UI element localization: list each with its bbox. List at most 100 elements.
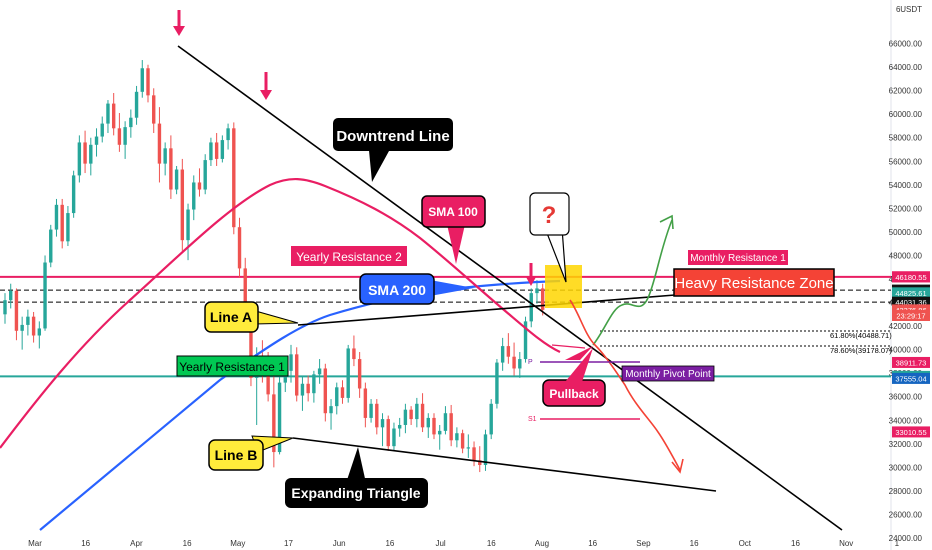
svg-text:38911.73: 38911.73 [896, 358, 927, 367]
candle-body [340, 387, 345, 398]
candle-body [94, 136, 99, 145]
candle-body [335, 387, 339, 407]
candle-body [214, 142, 219, 159]
candle-body [403, 409, 408, 425]
candle-body [14, 290, 19, 331]
candle-body [226, 128, 230, 141]
downtrend-line-callout: Downtrend Line [333, 118, 453, 182]
candle-body [500, 346, 505, 363]
candle-body [152, 95, 156, 124]
candle-body [277, 382, 282, 453]
x-tick-label: May [230, 539, 245, 548]
svg-text:Expanding Triangle: Expanding Triangle [291, 485, 420, 501]
candle-body [375, 403, 379, 428]
candle-body [455, 433, 459, 441]
monthly-resistance-1-label: Monthly Resistance 1 [688, 250, 788, 265]
candle-body [266, 375, 270, 395]
red-projection-path [569, 299, 681, 471]
y-tick-label: 34000.00 [889, 416, 923, 425]
candles-group [3, 60, 545, 473]
candle-body [483, 434, 488, 466]
candle-body [192, 182, 196, 210]
green-projection-arrowhead [659, 214, 674, 230]
candle-body [100, 123, 104, 137]
y-tick-label: 48000.00 [889, 251, 923, 260]
candle-body [197, 182, 202, 190]
candle-body [386, 419, 390, 447]
down-arrow-icon [260, 72, 272, 100]
candle-body [443, 413, 448, 431]
candle-body [380, 419, 385, 428]
candle-body [232, 128, 236, 228]
price-tag: 46180.55 [892, 271, 930, 283]
svg-text:33010.55: 33010.55 [895, 428, 926, 437]
x-tick-label: Sep [636, 539, 651, 548]
candle-body [243, 268, 247, 314]
price-tag: 44825.61 [892, 287, 930, 299]
candle-body [66, 213, 70, 242]
x-tick-label: 16 [791, 539, 800, 548]
candle-body [415, 403, 419, 420]
x-axis-tick-labels: Mar 16 Apr 16 May 17 Jun 16 Jul 16 Aug 16 Sep 16 Oct 16… [28, 539, 900, 548]
candle-body [71, 175, 76, 214]
y-tick-label: 26000.00 [889, 510, 923, 519]
y-tick-label: 54000.00 [889, 181, 923, 190]
candle-body [363, 388, 368, 418]
candle-body [26, 316, 30, 325]
y-tick-label: 42000.00 [889, 322, 923, 331]
candle-body [169, 148, 173, 190]
y-tick-label: 40000.00 [889, 346, 923, 355]
pivot-p-label: P [528, 359, 533, 366]
candle-body [89, 144, 93, 164]
candle-body [9, 290, 13, 301]
candle-body [283, 370, 287, 383]
price-tag: 33010.55 [892, 426, 930, 438]
candle-body [346, 348, 350, 398]
y-tick-label: 50000.00 [889, 228, 923, 237]
red-projection-arrowhead [671, 458, 684, 474]
candle-body [31, 316, 36, 336]
svg-text:Line A: Line A [210, 309, 252, 325]
line-a-callout: Line A [204, 301, 299, 333]
candle-body [489, 403, 493, 435]
candle-body [249, 313, 253, 378]
candle-body [134, 91, 139, 118]
candle-body [60, 204, 64, 242]
sma-200-line [39, 279, 561, 531]
candle-body [449, 413, 453, 441]
y-tick-label: 24000.00 [889, 534, 923, 543]
candle-body [495, 362, 499, 404]
x-tick-label: Jul [435, 539, 445, 548]
candle-body [323, 368, 328, 414]
x-tick-label: 16 [385, 539, 394, 548]
candle-body [329, 406, 333, 414]
x-tick-label: 17 [284, 539, 293, 548]
svg-text:37555.04: 37555.04 [895, 374, 926, 383]
svg-text:SMA 200: SMA 200 [368, 282, 426, 298]
candle-body [43, 262, 47, 329]
yearly-resistance-2-label: Yearly Resistance 2 [291, 246, 407, 266]
question-callout: ? [529, 192, 570, 283]
candle-body [129, 117, 133, 128]
pink-arrow-to-pivot [551, 344, 586, 349]
svg-text:Line B: Line B [215, 447, 258, 463]
y-tick-label: 60000.00 [889, 110, 923, 119]
expanding-triangle-callout: Expanding Triangle [285, 447, 428, 508]
candle-body [272, 394, 276, 453]
currency-prefix-label: 6 [896, 5, 901, 14]
price-tag: 38911.73 [892, 356, 930, 368]
sma-100-line [0, 178, 561, 449]
x-tick-label: Aug [535, 539, 549, 548]
candle-body [237, 227, 242, 269]
sma-200-callout: SMA 200 [359, 273, 474, 305]
candle-body [49, 229, 53, 263]
candle-body [392, 428, 396, 447]
candle-body [289, 354, 293, 371]
candle-body [180, 169, 185, 241]
y-axis-tick-labels: 24000.00 26000.00 28000.00 30000.00 32000.00… [889, 40, 923, 543]
candle-body [174, 169, 179, 190]
candle-body [20, 324, 24, 331]
candle-body [77, 142, 82, 176]
line-b-callout: Line B [208, 435, 294, 471]
candle-body [140, 68, 144, 92]
